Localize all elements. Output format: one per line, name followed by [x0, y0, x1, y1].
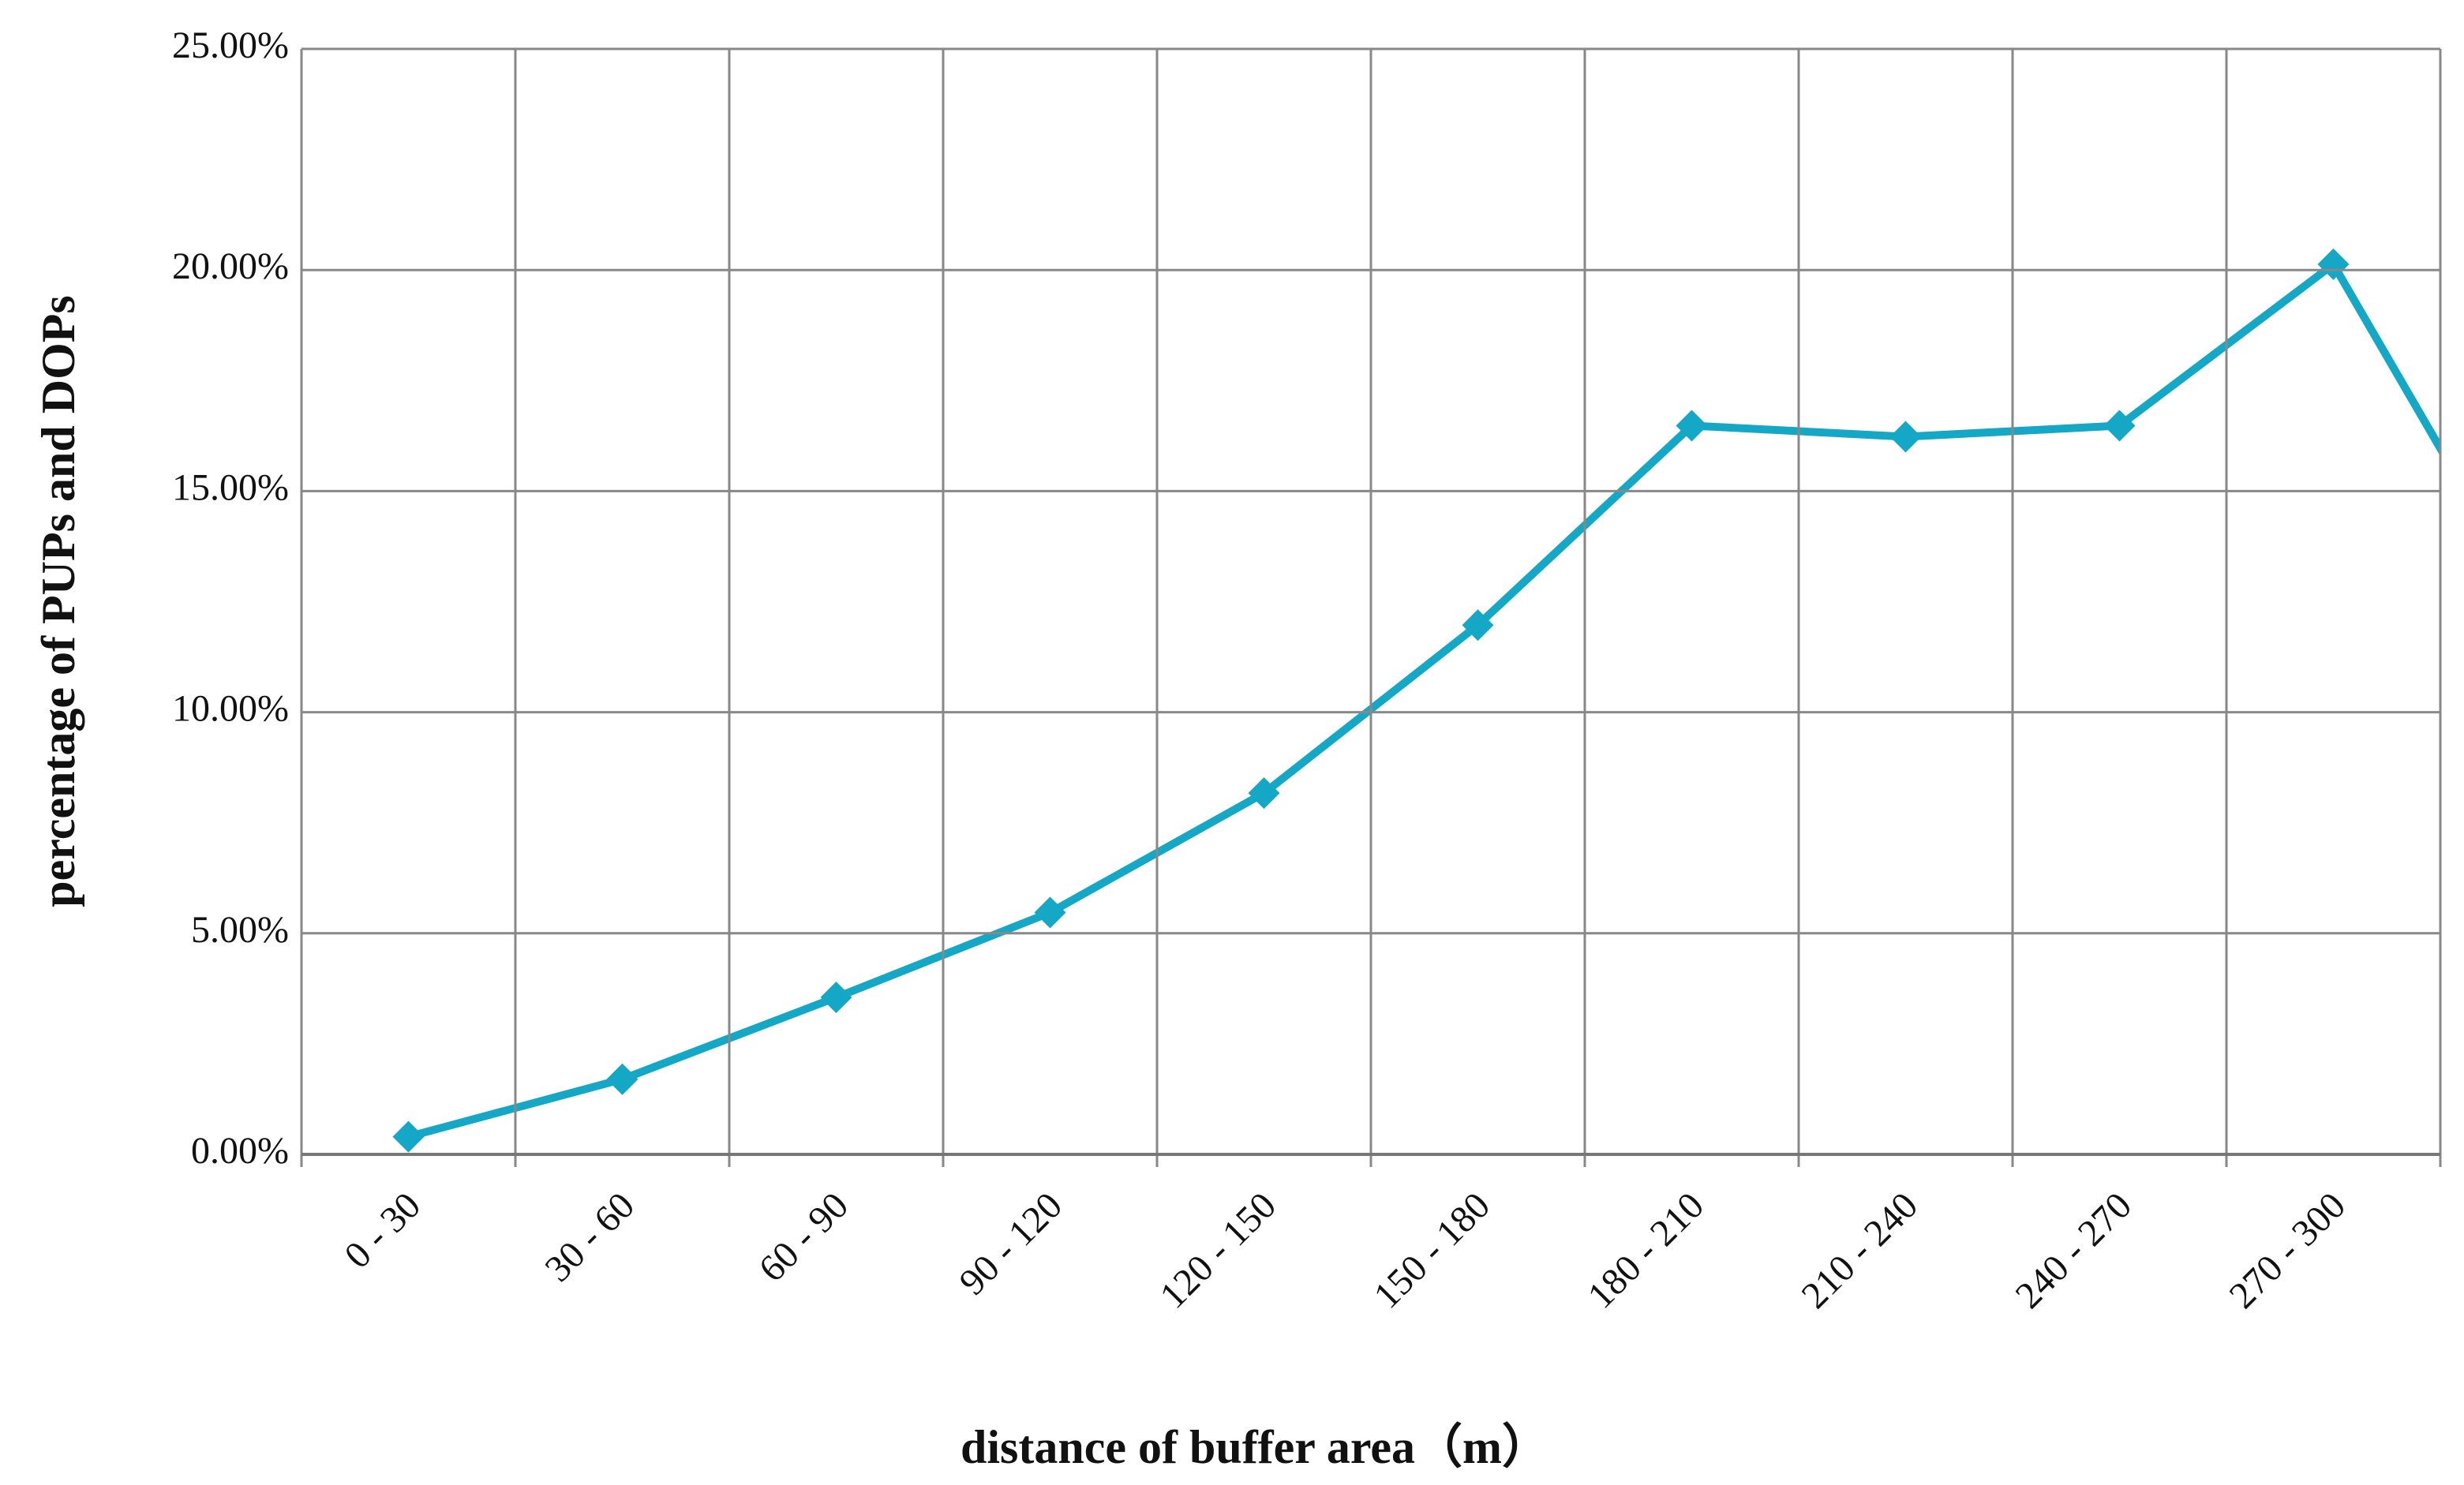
- x-tick-label: 120 - 150: [1151, 1184, 1284, 1317]
- x-tick-label: 90 - 120: [951, 1184, 1070, 1304]
- y-axis-title: percentage of PUPs and DOPs: [32, 295, 84, 907]
- x-tick-label: 60 - 90: [751, 1184, 856, 1290]
- data-point: [820, 982, 852, 1014]
- x-tick-label: 0 - 30: [336, 1184, 429, 1277]
- y-tick-label: 20.00%: [172, 245, 289, 287]
- x-tick-label: 30 - 60: [537, 1184, 642, 1290]
- x-tick-label: 150 - 180: [1365, 1184, 1498, 1317]
- data-point: [1676, 410, 1708, 442]
- x-axis-title: distance of buffer area（m）: [961, 1420, 1549, 1473]
- data-point: [1034, 896, 1066, 929]
- y-tick-label: 5.00%: [191, 909, 289, 951]
- x-tick-label: 180 - 210: [1579, 1184, 1712, 1317]
- data-point: [2103, 410, 2136, 442]
- y-tick-label: 15.00%: [172, 466, 289, 508]
- data-point: [392, 1120, 425, 1153]
- data-point: [1462, 609, 1494, 642]
- data-line: [407, 260, 2440, 1141]
- x-tick-label: 270 - 300: [2221, 1184, 2354, 1317]
- y-tick-label: 10.00%: [172, 688, 289, 730]
- y-tick-label: 25.00%: [172, 24, 289, 66]
- data-point: [1248, 777, 1280, 810]
- data-point: [2317, 248, 2350, 280]
- x-tick-label: 240 - 270: [2007, 1184, 2140, 1317]
- x-tick-label: 210 - 240: [1793, 1184, 1926, 1317]
- data-point: [1889, 421, 1922, 453]
- data-point: [606, 1063, 638, 1095]
- plot-area: [392, 248, 2440, 1153]
- y-tick-label: 0.00%: [191, 1130, 289, 1172]
